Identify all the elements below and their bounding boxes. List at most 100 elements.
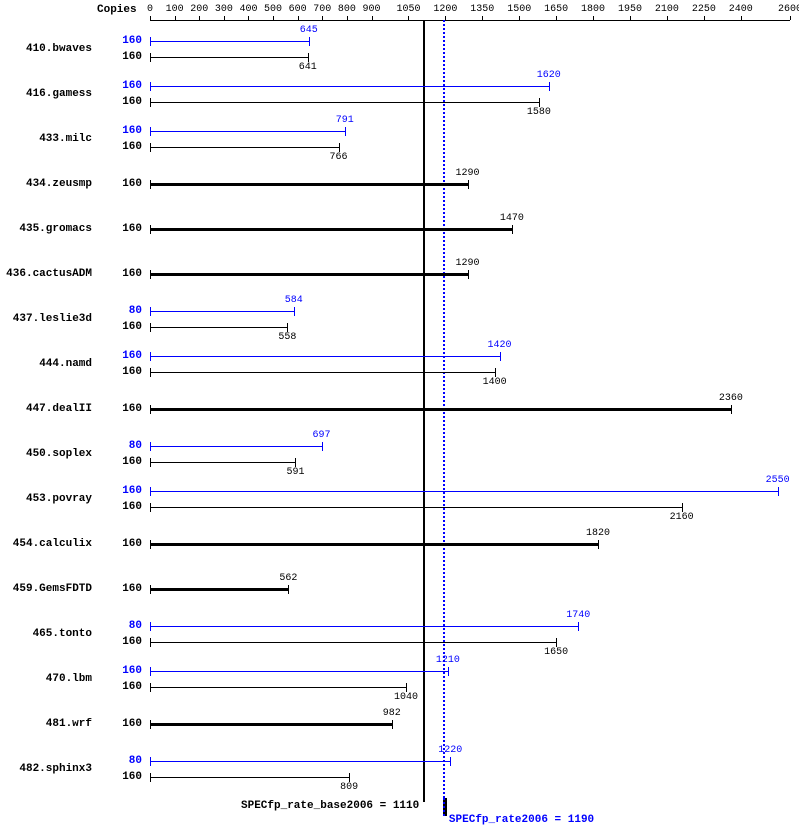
- axis-tickmark: [298, 16, 299, 20]
- peak-bar: [150, 41, 309, 42]
- base-value-label: 641: [299, 62, 317, 73]
- base-value-label: 562: [279, 573, 297, 584]
- base-bar-end-cap: [731, 405, 732, 414]
- axis-tick: 1950: [618, 4, 642, 15]
- base-copies: 160: [102, 268, 142, 280]
- peak-bar-end-cap: [450, 757, 451, 766]
- peak-bar: [150, 671, 448, 672]
- axis-tick: 200: [190, 4, 208, 15]
- benchmark-name: 459.GemsFDTD: [0, 583, 92, 595]
- peak-bar: [150, 131, 345, 132]
- peak-bar-start-cap: [150, 82, 151, 91]
- base-bar-start-cap: [150, 53, 151, 62]
- base-bar-end-cap: [495, 368, 496, 377]
- peak-value-label: 1420: [488, 340, 512, 351]
- peak-bar-start-cap: [150, 487, 151, 496]
- base-value-label: 1580: [527, 107, 551, 118]
- base-bar: [150, 507, 682, 508]
- base-bar: [150, 273, 468, 276]
- axis-tick: 1350: [470, 4, 494, 15]
- base-bar: [150, 183, 468, 186]
- base-bar-end-cap: [308, 53, 309, 62]
- base-bar: [150, 372, 495, 373]
- base-bar: [150, 642, 556, 643]
- base-copies: 160: [102, 96, 142, 108]
- axis-tickmark: [593, 16, 594, 20]
- base-copies: 160: [102, 501, 142, 513]
- base-value-label: 1290: [456, 258, 480, 269]
- peak-bar-end-cap: [345, 127, 346, 136]
- base-bar: [150, 408, 731, 411]
- axis-tickmark: [322, 16, 323, 20]
- peak-value-label: 2550: [766, 475, 790, 486]
- axis-tick: 0: [147, 4, 153, 15]
- base-value-label: 2360: [719, 393, 743, 404]
- peak-copies: 160: [102, 35, 142, 47]
- peak-value-label: 584: [285, 295, 303, 306]
- base-bar-start-cap: [150, 720, 151, 729]
- axis-tickmark: [790, 16, 791, 20]
- axis-tickmark: [408, 16, 409, 20]
- peak-bar-start-cap: [150, 757, 151, 766]
- base-value-label: 1400: [483, 377, 507, 388]
- peak-copies: 160: [102, 350, 142, 362]
- axis-tick: 1500: [507, 4, 531, 15]
- peak-bar: [150, 761, 450, 762]
- peak-value-label: 697: [313, 430, 331, 441]
- peak-bar-end-cap: [294, 307, 295, 316]
- axis-tick: 2600: [778, 4, 799, 15]
- base-bar: [150, 57, 308, 58]
- peak-value-label: 645: [300, 25, 318, 36]
- peak-bar: [150, 356, 500, 357]
- peak-bar-end-cap: [778, 487, 779, 496]
- spec-chart: Copies0100200300400500600700800900105012…: [0, 0, 799, 831]
- copies-header: Copies: [97, 4, 137, 16]
- base-bar-end-cap: [295, 458, 296, 467]
- base-bar: [150, 327, 287, 328]
- base-value-label: 982: [383, 708, 401, 719]
- peak-bar-end-cap: [549, 82, 550, 91]
- benchmark-name: 433.milc: [0, 133, 92, 145]
- axis-tickmark: [248, 16, 249, 20]
- peak-bar-end-cap: [309, 37, 310, 46]
- base-copies: 160: [102, 718, 142, 730]
- base-bar-start-cap: [150, 143, 151, 152]
- benchmark-name: 482.sphinx3: [0, 763, 92, 775]
- base-value-label: 1820: [586, 528, 610, 539]
- base-bar-end-cap: [682, 503, 683, 512]
- base-bar-end-cap: [556, 638, 557, 647]
- base-bar-start-cap: [150, 540, 151, 549]
- axis-tickmark: [224, 16, 225, 20]
- base-copies: 160: [102, 403, 142, 415]
- axis-tickmark: [199, 16, 200, 20]
- base-bar-start-cap: [150, 368, 151, 377]
- base-bar-end-cap: [288, 585, 289, 594]
- base-bar: [150, 462, 295, 463]
- axis-tick: 400: [239, 4, 257, 15]
- peak-bar-start-cap: [150, 622, 151, 631]
- base-copies: 160: [102, 366, 142, 378]
- base-bar-start-cap: [150, 585, 151, 594]
- base-bar-start-cap: [150, 323, 151, 332]
- axis-tickmark: [630, 16, 631, 20]
- axis-top-line: [150, 20, 790, 21]
- base-copies: 160: [102, 771, 142, 783]
- peak-bar-end-cap: [322, 442, 323, 451]
- peak-bar-start-cap: [150, 442, 151, 451]
- peak-bar: [150, 86, 549, 87]
- peak-line-label: SPECfp_rate2006 = 1190: [449, 814, 594, 826]
- base-value-label: 558: [278, 332, 296, 343]
- peak-value-label: 1740: [566, 610, 590, 621]
- base-bar-end-cap: [339, 143, 340, 152]
- base-bar: [150, 543, 598, 546]
- base-copies: 160: [102, 321, 142, 333]
- peak-bar-start-cap: [150, 37, 151, 46]
- axis-tickmark: [556, 16, 557, 20]
- axis-tick: 1800: [581, 4, 605, 15]
- base-bar-end-cap: [512, 225, 513, 234]
- axis-tickmark: [667, 16, 668, 20]
- axis-tick: 1650: [544, 4, 568, 15]
- peak-bar-start-cap: [150, 352, 151, 361]
- peak-value-label: 791: [336, 115, 354, 126]
- axis-tick: 900: [363, 4, 381, 15]
